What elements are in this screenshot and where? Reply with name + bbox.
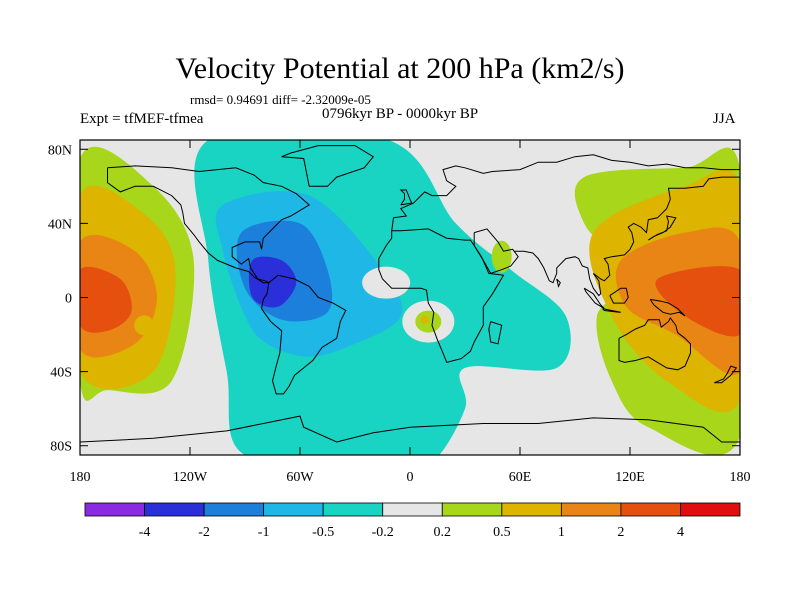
coastline bbox=[602, 308, 621, 313]
contour-region bbox=[134, 315, 155, 336]
lon-tick-label: 60W bbox=[286, 470, 314, 485]
contour-region bbox=[655, 266, 740, 337]
coastline bbox=[514, 176, 740, 297]
coastline bbox=[488, 321, 503, 345]
colorbar-swatch bbox=[84, 502, 145, 517]
lon-tick-label: 180 bbox=[70, 470, 91, 485]
season-label: JJA bbox=[713, 111, 736, 127]
colorbar-swatch bbox=[263, 502, 324, 517]
coastline bbox=[260, 274, 347, 395]
colorbar-swatch bbox=[560, 502, 622, 517]
colorbar-label: -2 bbox=[198, 525, 210, 540]
colorbar-swatch bbox=[322, 502, 384, 517]
contour-region bbox=[248, 256, 297, 308]
lat-tick-label: 0 bbox=[65, 292, 72, 307]
colorbar-label: 1 bbox=[558, 525, 565, 540]
colorbar-swatch bbox=[382, 502, 443, 517]
lon-tick-label: 0 bbox=[407, 470, 414, 485]
colorbar-label: 2 bbox=[617, 525, 624, 540]
lon-tick-label: 120W bbox=[173, 470, 208, 485]
coastline bbox=[399, 189, 413, 206]
colorbar-swatch bbox=[501, 502, 562, 517]
contour-region bbox=[491, 240, 512, 273]
colorbar-label: -1 bbox=[258, 525, 270, 540]
coastline bbox=[107, 165, 311, 284]
coastline bbox=[80, 415, 740, 443]
lat-tick-label: 80S bbox=[50, 440, 72, 455]
contour-region bbox=[415, 310, 442, 333]
lon-tick-label: 60E bbox=[509, 470, 532, 485]
colorbar-swatch bbox=[203, 502, 265, 517]
contour-fields bbox=[80, 140, 740, 455]
colorbar-label: -0.2 bbox=[372, 525, 394, 540]
coastline bbox=[618, 316, 691, 371]
colorbar-swatch bbox=[620, 502, 681, 517]
colorbar-label: 0.2 bbox=[434, 525, 452, 540]
colorbar-label: 4 bbox=[677, 525, 684, 540]
coastline bbox=[378, 228, 505, 363]
lat-tick-label: 40S bbox=[50, 366, 72, 381]
lon-tick-label: 120E bbox=[615, 470, 645, 485]
axis-ticks: 80N 40N 0 40S 80S 180 120W 60W 0 60E 120E 180 bbox=[48, 140, 751, 485]
coastline bbox=[556, 278, 561, 288]
colorbar-label: -0.5 bbox=[312, 525, 334, 540]
lat-tick-label: 80N bbox=[48, 143, 72, 158]
contour-region bbox=[80, 266, 132, 333]
period-label: 0796kyr BP - 0000kyr BP bbox=[322, 106, 479, 122]
coastline bbox=[281, 145, 375, 187]
coastline bbox=[609, 287, 629, 304]
coastline bbox=[391, 154, 740, 231]
lat-tick-label: 40N bbox=[48, 217, 72, 232]
colorbar-swatch bbox=[144, 502, 205, 517]
colorbar: -4 -2 -1 -0.5 -0.2 0.2 0.5 1 2 4 bbox=[84, 502, 741, 540]
experiment-label: Expt = tfMEF-tfmea bbox=[80, 111, 204, 127]
coastline bbox=[473, 228, 519, 275]
map-title: Velocity Potential at 200 hPa (km2/s) bbox=[175, 52, 625, 85]
colorbar-label: 0.5 bbox=[493, 525, 511, 540]
coastline bbox=[714, 365, 738, 384]
coastline bbox=[648, 215, 677, 241]
rmsd-diff-stats: rmsd= 0.94691 diff= -2.32009e-05 bbox=[190, 92, 371, 107]
contour-region bbox=[420, 315, 429, 324]
colorbar-swatch bbox=[680, 502, 741, 517]
colorbar-label: -4 bbox=[139, 525, 151, 540]
coastlines bbox=[80, 145, 740, 443]
lon-tick-label: 180 bbox=[730, 470, 751, 485]
coastline bbox=[649, 298, 686, 317]
colorbar-swatch bbox=[441, 502, 503, 517]
